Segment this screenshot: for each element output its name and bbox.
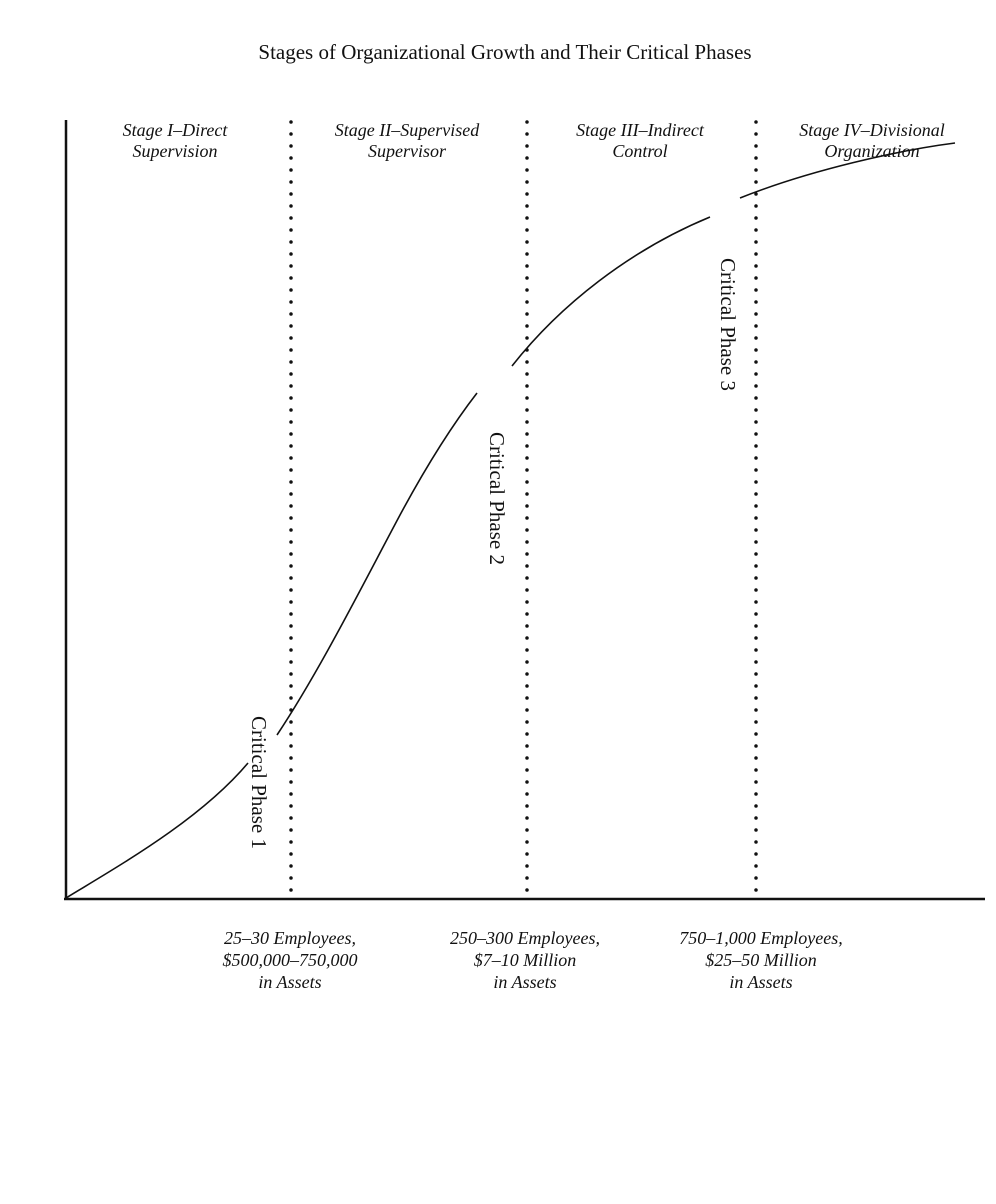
diagram-title: Stages of Organizational Growth and Thei… [258, 40, 752, 64]
critical-phase-1-label: Critical Phase 1 [247, 716, 271, 849]
stage-1-label: Stage I–Direct Supervision [122, 120, 228, 161]
growth-curve-stage-1 [65, 762, 249, 899]
critical-phase-3-label: Critical Phase 3 [716, 258, 740, 391]
critical-phase-2-label: Critical Phase 2 [485, 432, 509, 565]
growth-curve-stage-4 [739, 142, 956, 199]
threshold-3-label: 750–1,000 Employees, $25–50 Million in A… [679, 928, 843, 992]
stage-4-label: Stage IV–Divisional Organization [799, 120, 945, 161]
stage-3-label: Stage III–Indirect Control [576, 120, 704, 161]
stage-2-label: Stage II–Supervised Supervisor [334, 120, 480, 161]
threshold-1-label: 25–30 Employees, $500,000–750,000 in Ass… [222, 928, 358, 992]
growth-curve-stage-2 [276, 392, 478, 736]
threshold-2-label: 250–300 Employees, $7–10 Million in Asse… [450, 928, 600, 992]
growth-curve-stage-3 [511, 216, 711, 367]
